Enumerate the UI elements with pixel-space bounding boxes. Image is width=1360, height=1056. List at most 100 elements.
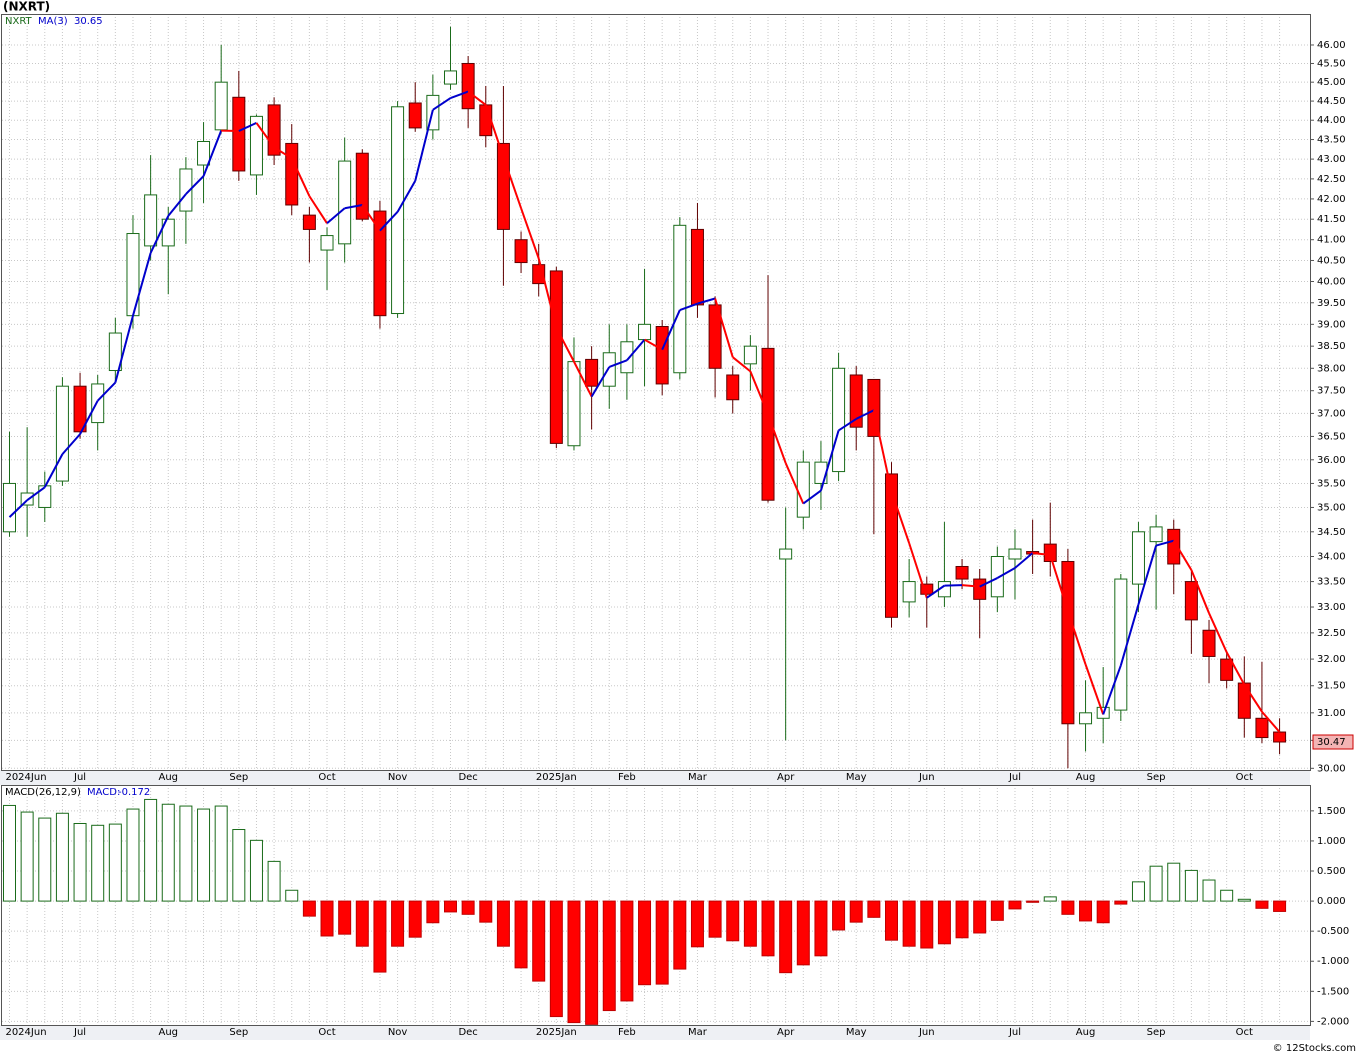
- ma-segment: [890, 491, 911, 544]
- x-tick-label: Sep: [229, 1027, 248, 1038]
- ma-segment: [450, 90, 469, 99]
- candle-body: [726, 374, 740, 401]
- ma-segment: [1155, 539, 1175, 547]
- y-tick-label: 44.50: [1317, 96, 1346, 107]
- macd-value: -0.172: [118, 787, 150, 798]
- y-tick-label: 40.00: [1317, 276, 1346, 287]
- y-tick-label: 31.50: [1317, 681, 1346, 692]
- ma-segment: [1049, 554, 1069, 612]
- macd-bar: [708, 900, 722, 938]
- x-tick-label: Feb: [618, 772, 636, 783]
- ma-segment: [361, 204, 381, 232]
- candle-body: [91, 383, 105, 424]
- y-tick-label: 1.500: [1317, 806, 1346, 817]
- macd-bar: [1149, 865, 1163, 902]
- y-tick-label: 46.00: [1317, 40, 1346, 51]
- macd-bar: [496, 900, 510, 947]
- ma-segment: [432, 97, 452, 111]
- macd-bar: [990, 900, 1004, 921]
- candle-body: [338, 160, 352, 245]
- x-tick-label: Oct: [318, 1027, 335, 1038]
- macd-bar: [3, 804, 16, 902]
- candle-body: [302, 214, 316, 230]
- x-tick-label: Mar: [688, 772, 708, 783]
- candle-body: [249, 115, 263, 176]
- candle-body: [514, 239, 528, 264]
- ma-segment: [96, 381, 117, 402]
- ma-segment: [926, 584, 945, 599]
- chart-title: (NXRT): [3, 0, 50, 14]
- candle-body: [990, 556, 1004, 598]
- macd-bar: [973, 900, 987, 934]
- price-tag-box: [1312, 734, 1354, 750]
- candle-body: [1202, 629, 1216, 657]
- macd-bar: [91, 824, 105, 902]
- macd-bar: [338, 900, 352, 935]
- ma-segment: [1225, 651, 1246, 686]
- y-tick-label: -1.000: [1317, 956, 1349, 967]
- x-tick-label: 2024Jun: [5, 1027, 46, 1038]
- macd-bar: [179, 805, 193, 902]
- y-tick-label: -0.500: [1317, 926, 1349, 937]
- y-tick-label: 40.50: [1317, 255, 1346, 266]
- macd-bar: [197, 808, 211, 902]
- candle-body: [1131, 531, 1145, 585]
- candle-body: [1237, 682, 1251, 719]
- macd-bar: [532, 900, 546, 982]
- ma-segment: [1172, 540, 1193, 571]
- candle-body: [1167, 528, 1181, 565]
- macd-bar: [426, 900, 440, 924]
- macd-bar: [673, 900, 687, 970]
- macd-bar: [408, 900, 422, 938]
- candle-body: [1114, 578, 1128, 711]
- candle-body: [444, 70, 457, 85]
- y-tick-label: 34.50: [1317, 527, 1346, 538]
- y-tick-label: 41.50: [1317, 214, 1346, 225]
- ma-segment: [255, 122, 275, 148]
- x-tick-label: Nov: [388, 772, 408, 783]
- candle-body: [1079, 712, 1093, 725]
- macd-bar: [902, 900, 916, 947]
- ma-segment: [1032, 552, 1051, 557]
- macd-bar: [514, 900, 528, 969]
- macd-bar: [1237, 898, 1251, 902]
- footer: © 12Stocks.com: [1273, 1043, 1356, 1054]
- plot-area: 2024Jun Jul Aug Sep Oct Nov Dec 2025Jan Feb Mar Ap…: [2, 14, 1349, 1038]
- y-tick-label: 44.00: [1317, 115, 1346, 126]
- ma-segment: [961, 584, 980, 588]
- x-tick-label: Apr: [777, 772, 795, 783]
- y-tick-label: 36.50: [1317, 431, 1346, 442]
- macd-bar: [602, 900, 616, 1012]
- y-tick-label: 43.50: [1317, 135, 1346, 146]
- candle-body: [673, 224, 687, 374]
- ma-segment: [308, 195, 328, 224]
- y-tick-label: 45.00: [1317, 77, 1346, 88]
- ma-segment: [185, 175, 205, 195]
- candle-body: [3, 482, 16, 533]
- x-tick-label: Mar: [688, 1027, 708, 1038]
- legend-symbol: NXRT: [5, 16, 33, 27]
- candle-body: [355, 152, 369, 220]
- x-tick-label: Jul: [1008, 1027, 1021, 1038]
- y-tick-label: -1.500: [1317, 986, 1349, 997]
- ma-segment: [590, 366, 611, 398]
- ma-segment: [573, 361, 593, 398]
- ma-segment: [908, 542, 928, 599]
- candle-body: [179, 168, 193, 212]
- macd-bar: [355, 900, 369, 947]
- macd-bar: [479, 900, 493, 923]
- y-tick-label: 34.00: [1317, 552, 1346, 563]
- candle-body: [973, 578, 987, 600]
- macd-bar: [20, 811, 34, 902]
- candle-body: [1184, 581, 1198, 621]
- candle-body: [197, 140, 211, 166]
- y-tick-label: 39.00: [1317, 319, 1346, 330]
- x-tick-label: Aug: [158, 1027, 178, 1038]
- candle-body: [796, 461, 810, 518]
- candle-body: [285, 142, 299, 206]
- y-tick-label: 33.50: [1317, 577, 1346, 588]
- x-tick-label: Sep: [1147, 772, 1166, 783]
- ma-segment: [996, 567, 1016, 579]
- macd-bar: [620, 900, 634, 1002]
- x-tick-label: 2024Jun: [5, 772, 46, 783]
